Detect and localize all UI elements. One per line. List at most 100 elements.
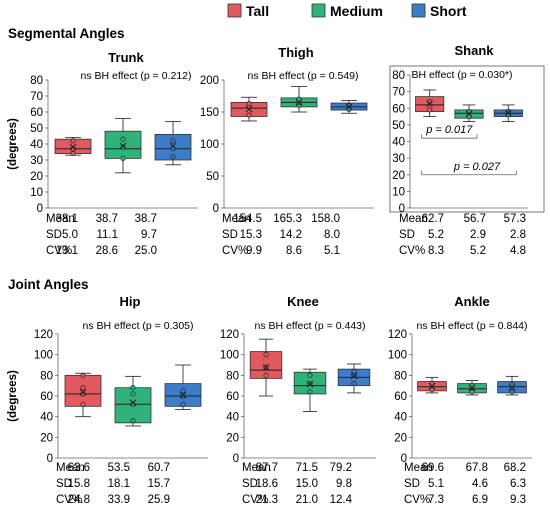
y-tick-label: 80 xyxy=(394,370,407,382)
y-tick-label: 150 xyxy=(200,107,219,119)
stat-value: 8.6 xyxy=(286,245,302,257)
y-tick-label: 0 xyxy=(399,203,405,215)
legend-swatch-medium xyxy=(311,3,326,18)
stat-value: 2.8 xyxy=(510,229,526,241)
stat-value: 57.3 xyxy=(504,213,526,225)
stat-value: 154.5 xyxy=(233,213,262,225)
stat-label-mean: Mean xyxy=(242,462,271,474)
legend-label-medium: Medium xyxy=(330,3,383,19)
stat-label-cvpct: CV% xyxy=(399,245,425,257)
stat-label-mean: Mean xyxy=(56,462,85,474)
y-tick-label: 0 xyxy=(401,453,407,465)
panel-title: Trunk xyxy=(108,50,144,65)
bh-effect-annotation: ns BH effect (p = 0.305) xyxy=(83,320,194,332)
y-tick-label: 20 xyxy=(40,432,53,444)
y-tick-label: 120 xyxy=(220,329,239,341)
box-medium xyxy=(280,85,318,113)
y-tick-label: 10 xyxy=(30,187,43,199)
data-point xyxy=(80,385,86,391)
y-tick-label: 120 xyxy=(34,329,53,341)
y-axis-label: (degrees) xyxy=(7,118,19,170)
bh-effect-annotation: ns BH effect (p = 0.549) xyxy=(248,70,359,82)
iqr-box xyxy=(64,374,102,407)
y-tick-label: 80 xyxy=(226,370,239,382)
y-tick-label: 100 xyxy=(220,350,239,362)
mean-marker xyxy=(508,384,516,391)
stat-label-cvpct: CV% xyxy=(222,245,248,257)
stat-value: 71.5 xyxy=(296,462,318,474)
panel-title: Shank xyxy=(454,43,494,58)
panel-title: Ankle xyxy=(454,294,489,309)
data-point xyxy=(130,385,136,391)
stat-value: 24.8 xyxy=(68,494,90,506)
panel-title: Hip xyxy=(120,294,141,309)
mean-marker xyxy=(345,103,353,111)
y-tick-label: 50 xyxy=(206,171,219,183)
y-tick-label: 100 xyxy=(34,350,53,362)
stat-value: 5.0 xyxy=(62,229,78,241)
data-point xyxy=(307,372,313,378)
stat-value: 5.2 xyxy=(428,229,444,241)
box-medium xyxy=(457,380,487,396)
stat-value: 5.1 xyxy=(428,478,444,490)
bh-effect-annotation: ns BH effect (p = 0.443) xyxy=(255,320,366,332)
mean-marker xyxy=(169,142,177,150)
y-tick-label: 20 xyxy=(30,171,43,183)
bh-effect-annotation: ns BH effect (p = 0.212) xyxy=(81,70,192,82)
y-tick-label: 80 xyxy=(30,75,43,87)
data-point xyxy=(246,112,252,118)
y-tick-label: 80 xyxy=(40,370,53,382)
y-tick-label: 50 xyxy=(392,120,405,132)
stat-label-sd: SD xyxy=(46,229,62,241)
stat-value: 9.9 xyxy=(246,245,262,257)
data-point xyxy=(469,389,475,395)
legend-label-short: Short xyxy=(430,3,467,19)
stat-value: 15.0 xyxy=(296,478,318,490)
mean-marker xyxy=(295,98,303,106)
stat-value: 6.9 xyxy=(472,494,488,506)
y-tick-label: 30 xyxy=(30,155,43,167)
data-point xyxy=(170,154,176,160)
y-tick-label: 60 xyxy=(40,391,53,403)
mean-marker xyxy=(428,382,436,390)
stat-value: 38.7 xyxy=(96,213,118,225)
data-point xyxy=(505,109,511,115)
y-tick-label: 40 xyxy=(392,137,405,149)
y-tick-label: 40 xyxy=(394,412,407,424)
chart-panel-thigh: Thigh ns BH effect (p = 0.549) 0 50 100 150 20… xyxy=(200,45,374,257)
stat-value: 38.1 xyxy=(56,213,78,225)
stat-value: 15.3 xyxy=(240,229,262,241)
data-point xyxy=(296,96,302,102)
y-tick-label: 60 xyxy=(392,103,405,115)
y-tick-label: 200 xyxy=(200,75,219,87)
mean-marker xyxy=(69,143,77,151)
box-short xyxy=(154,121,192,166)
stat-value: 165.3 xyxy=(273,213,302,225)
y-tick-label: 0 xyxy=(47,453,53,465)
data-point xyxy=(80,372,86,378)
stat-value: 56.7 xyxy=(464,213,486,225)
stat-label-mean: Mean xyxy=(222,213,251,225)
y-tick-label: 60 xyxy=(226,391,239,403)
box-tall xyxy=(249,338,283,397)
stat-value: 21.0 xyxy=(296,494,318,506)
y-tick-label: 100 xyxy=(200,139,219,151)
box-short xyxy=(337,363,371,394)
y-tick-label: 50 xyxy=(30,123,43,135)
significance-label: p = 0.017 xyxy=(425,124,473,136)
section-title-joint: Joint Angles xyxy=(8,277,89,292)
stat-value: 4.8 xyxy=(510,245,526,257)
stat-value: 5.1 xyxy=(324,245,340,257)
mean-marker xyxy=(350,372,358,380)
stat-label-cvpct: CV% xyxy=(404,494,430,506)
legend-label-tall: Tall xyxy=(246,3,269,19)
y-tick-label: 60 xyxy=(394,391,407,403)
stat-value: 69.6 xyxy=(422,462,444,474)
box-short xyxy=(164,364,202,410)
stat-label-mean: Mean xyxy=(399,213,428,225)
mean-marker xyxy=(262,363,270,371)
data-point xyxy=(70,151,76,157)
stat-value: 13.1 xyxy=(56,245,78,257)
stat-label-cvpct: CV% xyxy=(56,494,82,506)
